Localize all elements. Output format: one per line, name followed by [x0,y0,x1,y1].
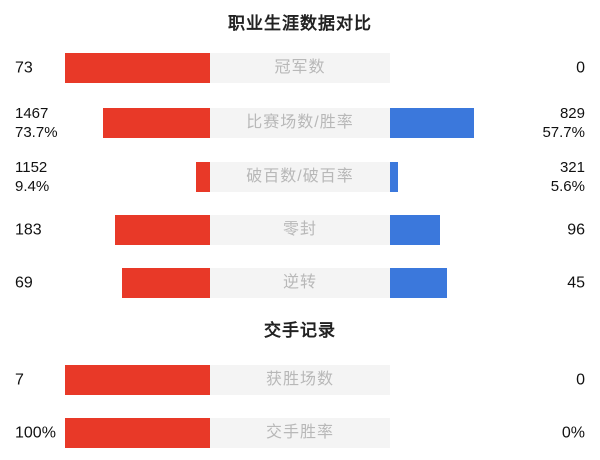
left-player-bar [115,215,210,245]
right-value: 0 [576,59,585,77]
stat-label-track: 冠军数 [210,53,390,83]
stat-label: 零封 [282,221,317,238]
stat-label: 冠军数 [274,59,326,76]
stat-row: 100% 交手胜率 0% [0,418,600,448]
stat-label: 逆转 [282,274,317,291]
right-value: 45 [567,274,585,292]
left-value: 7 [15,371,24,389]
section-title-head-to-head: 交手记录 [264,321,336,340]
left-value-group: 1467 73.7% [15,104,58,142]
stat-row: 69 逆转 45 [0,268,600,298]
left-percent: 73.7% [15,124,58,141]
stat-label-track: 比赛场数/胜率 [210,108,390,138]
right-percent: 5.6% [550,178,585,195]
stat-row: 183 零封 96 [0,215,600,245]
stat-label: 破百数/破百率 [246,168,354,185]
stat-label-track: 交手胜率 [210,418,390,448]
right-value-group: 321 5.6% [551,158,585,196]
right-value: 321 [559,159,585,176]
left-player-bar [65,53,210,83]
right-percent: 57.7% [542,124,585,141]
right-player-bar [390,215,440,245]
left-player-bar [122,268,210,298]
stat-label-track: 获胜场数 [210,365,390,395]
stat-label-track: 零封 [210,215,390,245]
right-value-group: 829 57.7% [542,104,585,142]
left-value: 73 [15,59,33,77]
left-player-bar [65,365,210,395]
left-player-bar [65,418,210,448]
left-value-group: 1152 9.4% [15,158,49,196]
stat-label-track: 破百数/破百率 [210,162,390,192]
stat-row: 1467 73.7% 比赛场数/胜率 829 57.7% [0,105,600,141]
stat-row: 7 获胜场数 0 [0,365,600,395]
left-percent: 9.4% [15,178,50,195]
stat-label: 交手胜率 [265,424,334,441]
right-player-bar [390,162,398,192]
stat-row: 1152 9.4% 破百数/破百率 321 5.6% [0,159,600,195]
right-value: 829 [559,105,585,122]
right-value: 0 [576,371,585,389]
right-player-bar [390,268,447,298]
stat-row: 73 冠军数 0 [0,53,600,83]
left-value: 1467 [15,105,49,122]
right-player-bar [390,108,474,138]
section-title-career: 职业生涯数据对比 [228,14,372,33]
right-value: 96 [567,221,585,239]
left-value: 1152 [15,159,48,176]
right-value: 0% [561,424,585,442]
stat-label: 比赛场数/胜率 [246,114,354,131]
left-value: 100% [15,424,56,442]
left-value: 69 [15,274,33,292]
left-player-bar [103,108,210,138]
stat-label-track: 逆转 [210,268,390,298]
stat-label: 获胜场数 [265,371,334,388]
left-value: 183 [15,221,42,239]
left-player-bar [196,162,210,192]
